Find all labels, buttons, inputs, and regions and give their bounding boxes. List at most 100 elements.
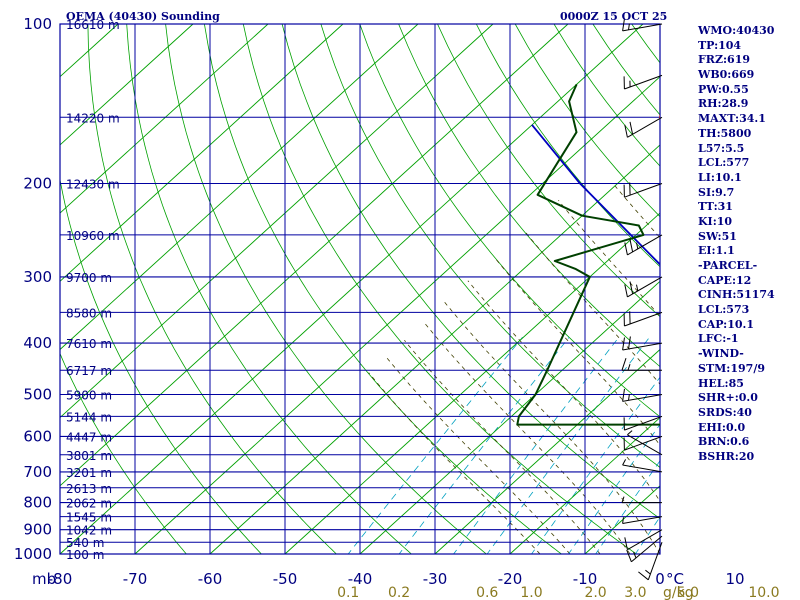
- moist-adiabat-line: [523, 230, 660, 385]
- index-item: WB0:669: [698, 68, 755, 82]
- mixing-ratio-label: 10.0: [748, 585, 779, 600]
- index-item: CINH:51174: [698, 288, 775, 302]
- index-item: EI:1.1: [698, 244, 735, 258]
- temperature-tick-label: -80: [48, 570, 73, 588]
- temperature-tick-label: -30: [423, 570, 448, 588]
- index-item: RH:28.9: [698, 97, 749, 111]
- isotherm-line: [134, 76, 661, 555]
- temperature-tick-label: 0: [655, 570, 665, 588]
- wind-barb: [622, 388, 663, 402]
- dry-adiabat-line: [87, 24, 337, 554]
- index-item: FRZ:619: [698, 53, 751, 67]
- pressure-level-label: 100: [23, 15, 52, 33]
- pressure-level-label: 600: [23, 427, 52, 445]
- index-item: MAXT:34.1: [698, 112, 766, 126]
- temperature-unit-label: °C: [666, 570, 684, 588]
- index-item: SW:51: [698, 229, 737, 243]
- dry-adiabat-line: [60, 177, 262, 554]
- wind-barb: [623, 182, 663, 198]
- moist-adiabat-line: [404, 339, 601, 554]
- pressure-level-label: 1000: [14, 545, 52, 563]
- pressure-level-label: 800: [23, 494, 52, 512]
- index-item: STM:197/9: [698, 361, 765, 375]
- index-item: L57:5.5: [698, 141, 745, 155]
- index-item: BSHR:20: [698, 449, 755, 463]
- height-label: 9700 m: [66, 271, 112, 285]
- wind-barb: [622, 459, 663, 473]
- height-label: 6717 m: [66, 364, 112, 378]
- chart-datetime: 0000Z 15 OCT 25: [560, 10, 667, 23]
- dry-adiabat-line: [281, 24, 660, 520]
- dewpoint-trace: [516, 83, 660, 426]
- index-item: LFC:-1: [698, 332, 739, 346]
- isotherm-line: [59, 23, 569, 487]
- wind-barb: [638, 542, 663, 581]
- index-item: TH:5800: [698, 126, 752, 140]
- height-label: 4447 m: [66, 430, 112, 444]
- pressure-level-label: 900: [23, 521, 52, 539]
- pressure-unit-label: mb: [32, 570, 56, 588]
- index-item: EHI:0.0: [698, 420, 746, 434]
- mixing-ratio-label: 0.2: [388, 585, 410, 600]
- mixing-ratio-line: [486, 337, 650, 554]
- temperature-tick-label: -60: [198, 570, 223, 588]
- mixing-ratio-label: 1.0: [520, 585, 542, 600]
- wind-barb: [621, 496, 662, 504]
- height-label: 3201 m: [66, 466, 112, 480]
- index-item: SRDS:40: [698, 405, 752, 419]
- wind-barb: [622, 336, 663, 351]
- moist-adiabat-line: [493, 256, 660, 446]
- pressure-level-label: 700: [23, 463, 52, 481]
- moist-adiabat-line: [467, 280, 660, 502]
- isotherm-line: [59, 23, 644, 555]
- index-item: TT:31: [698, 200, 733, 214]
- mixing-ratio-label: 5.0: [677, 585, 699, 600]
- isotherm-line: [284, 212, 661, 555]
- index-item: CAP:10.1: [698, 317, 755, 331]
- dry-adiabat-line: [165, 24, 488, 554]
- moist-adiabat-line: [368, 372, 541, 554]
- temperature-tick-label: -20: [498, 570, 523, 588]
- height-label: 2062 m: [66, 497, 112, 511]
- index-item: CAPE:12: [698, 273, 752, 287]
- temperature-tick-label: -50: [273, 570, 298, 588]
- temperature-tick-label: -40: [348, 570, 373, 588]
- height-label: 10960 m: [66, 229, 120, 243]
- dry-adiabat-line: [437, 24, 660, 318]
- wind-barb: [623, 311, 663, 327]
- dry-adiabat-line: [126, 24, 413, 554]
- wind-barb: [624, 529, 663, 551]
- pressure-level-label: 200: [23, 175, 52, 193]
- moist-adiabats: [368, 183, 800, 555]
- index-item: TP:104: [698, 38, 742, 52]
- wind-barb: [622, 18, 663, 32]
- moist-adiabat-line: [788, 184, 800, 555]
- index-item: LCL:577: [698, 156, 750, 170]
- index-item: SI:9.7: [698, 185, 735, 199]
- height-label: 5144 m: [66, 410, 112, 424]
- moist-adiabat-line: [423, 321, 631, 554]
- height-label: 100 m: [66, 548, 104, 562]
- dry-adiabat-line: [475, 24, 660, 268]
- moist-adiabat-line: [385, 356, 571, 554]
- index-item: PW:0.55: [698, 82, 749, 96]
- height-label: 12430 m: [66, 178, 120, 192]
- pressure-level-label: 300: [23, 268, 52, 286]
- mixing-ratio-line: [595, 460, 660, 554]
- height-label: 1042 m: [66, 524, 112, 538]
- height-label: 8580 m: [66, 306, 112, 320]
- height-label: 5900 m: [66, 389, 112, 403]
- chart-title: OEMA (40430) Sounding: [66, 10, 220, 23]
- wind-barbs: [621, 18, 663, 581]
- isotherm-line: [59, 23, 494, 418]
- height-label: 14220 m: [66, 111, 120, 125]
- wind-barb: [627, 430, 663, 456]
- index-item: -WIND-: [698, 347, 744, 361]
- height-label: 7610 m: [66, 337, 112, 351]
- mixing-ratio-line: [398, 337, 570, 554]
- wind-barb: [624, 234, 663, 256]
- temperature-tick-label: 10: [725, 570, 744, 588]
